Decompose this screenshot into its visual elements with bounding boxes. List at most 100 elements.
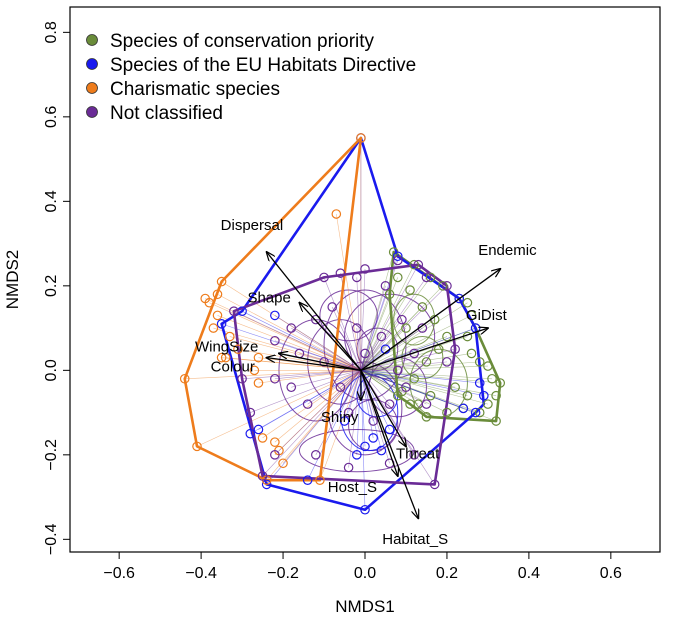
data-point (384, 289, 395, 300)
spider-line (221, 357, 361, 371)
spider-line (360, 370, 374, 438)
data-point (384, 424, 395, 435)
spider-line (360, 285, 448, 371)
spider-line (307, 370, 362, 405)
data-point (491, 416, 501, 426)
data-point (442, 357, 452, 367)
data-point (487, 373, 497, 384)
data-point (311, 450, 321, 460)
spider-line (258, 370, 361, 384)
x-tick-label: 0.2 (436, 565, 458, 582)
data-point (392, 365, 403, 376)
data-point (462, 297, 473, 308)
spider-line (323, 277, 362, 371)
data-point (315, 475, 325, 485)
legend-marker (86, 34, 98, 46)
vector-arrow (360, 370, 418, 518)
legend-label: Species of conservation priority (110, 31, 375, 52)
data-point (319, 272, 329, 283)
spider-line (274, 370, 362, 456)
points-layer (179, 133, 506, 515)
data-point (425, 272, 436, 283)
data-point (483, 399, 493, 409)
data-point (409, 259, 419, 270)
data-point (192, 441, 202, 452)
data-point (253, 424, 264, 435)
hull-polygon (183, 136, 363, 482)
data-point (229, 306, 239, 316)
spider-line (360, 319, 403, 371)
vector-label: WingSize (195, 338, 258, 355)
vector-arrow (360, 269, 500, 371)
data-point (216, 352, 227, 363)
data-point (483, 361, 493, 371)
data-point (397, 314, 407, 325)
y-axis-title: NMDS2 (3, 250, 22, 310)
spider-line (360, 370, 419, 405)
data-point (495, 378, 506, 388)
spider-line (196, 370, 362, 447)
y-tick-label: −0.4 (43, 523, 60, 555)
spider-line (360, 336, 448, 371)
data-point (253, 352, 264, 363)
data-point (470, 407, 481, 418)
data-point (479, 390, 489, 401)
data-point (421, 412, 432, 422)
spider-line (299, 353, 361, 371)
data-point (450, 344, 460, 355)
data-point (466, 310, 477, 321)
data-point (368, 416, 378, 426)
spider-line (360, 264, 415, 371)
spider-line (242, 370, 361, 380)
y-tick-label: 0.2 (43, 275, 60, 297)
data-point (409, 373, 419, 384)
x-tick-label: −0.6 (103, 565, 135, 582)
data-point (216, 319, 227, 329)
data-point (413, 259, 424, 270)
legend-label: Species of the EU Habitats Directive (110, 55, 416, 76)
data-point (245, 428, 256, 439)
x-tick-label: 0.6 (600, 565, 622, 582)
data-point (286, 323, 297, 333)
spider-line (331, 306, 362, 371)
data-point (343, 407, 354, 418)
spider-line (319, 370, 362, 481)
legend-marker (86, 106, 98, 118)
data-point (179, 373, 190, 384)
data-point (438, 281, 448, 291)
spider-line (266, 370, 362, 481)
spider-line (360, 306, 423, 371)
vector-arrow (279, 353, 362, 371)
spider-line (250, 370, 362, 413)
spider-line (348, 370, 362, 468)
data-point (270, 373, 280, 384)
data-point (474, 357, 485, 367)
spider-line (291, 370, 361, 388)
x-axis-title: NMDS1 (335, 597, 395, 616)
data-point (380, 281, 391, 291)
spider-line (356, 328, 362, 371)
spider-line (291, 327, 362, 371)
spider-line (360, 370, 427, 405)
data-point (212, 289, 223, 300)
vector-label: Colour (211, 359, 255, 376)
data-point (466, 348, 477, 359)
spider-line (217, 315, 362, 371)
spider-line (360, 353, 366, 371)
spider-line (274, 370, 361, 380)
data-point (343, 462, 354, 473)
spider-line (360, 370, 390, 430)
vector-label: Host_S (328, 479, 377, 496)
data-point (384, 399, 395, 409)
data-point (257, 471, 268, 481)
data-point (442, 281, 452, 291)
data-point (360, 504, 370, 515)
x-tick-label: 0.0 (354, 565, 376, 582)
data-point (331, 209, 342, 219)
data-point (216, 276, 227, 287)
spider-line (237, 348, 361, 371)
spider-line (360, 277, 431, 371)
data-point (270, 450, 280, 460)
